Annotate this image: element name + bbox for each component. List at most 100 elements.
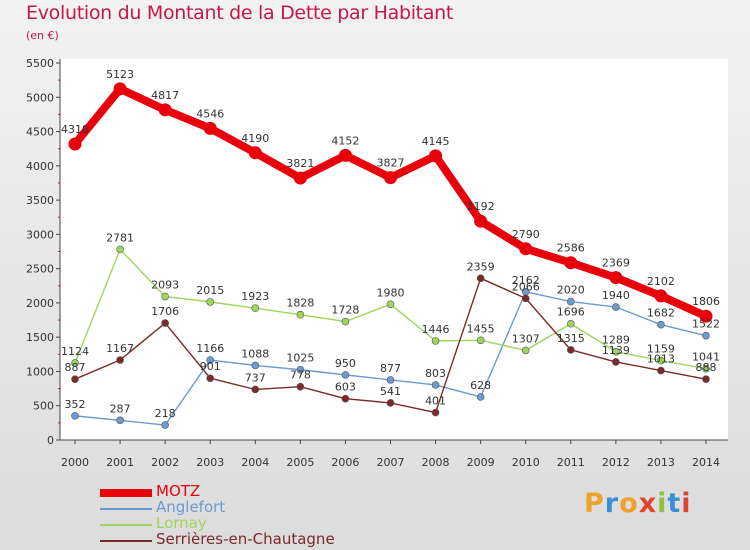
data-label-serri-res-en-chautagne: 1013	[647, 353, 675, 366]
data-point-motz	[113, 82, 127, 96]
data-label-serri-res-en-chautagne: 901	[200, 360, 221, 373]
data-point-anglefort	[657, 320, 665, 329]
data-point-lornay	[521, 346, 530, 355]
data-point-serri-res-en-chautagne	[206, 374, 215, 383]
data-label-lornay: 2781	[106, 231, 134, 244]
data-label-anglefort: 287	[110, 402, 131, 415]
data-point-lornay	[566, 319, 575, 328]
legend-swatch	[100, 489, 152, 497]
legend-swatch	[100, 508, 152, 510]
proxiti-logo: Proxiti	[584, 488, 692, 519]
data-point-serri-res-en-chautagne	[296, 382, 305, 391]
data-label-anglefort: 803	[425, 367, 446, 380]
x-tick-label: 2013	[647, 456, 675, 469]
data-label-motz: 4152	[331, 134, 359, 147]
data-label-anglefort: 1166	[196, 342, 224, 355]
x-tick-label: 2003	[196, 456, 224, 469]
data-point-lornay	[476, 336, 485, 345]
data-point-anglefort	[702, 331, 710, 340]
data-point-lornay	[161, 292, 169, 301]
data-label-serri-res-en-chautagne: 1139	[602, 344, 630, 357]
data-point-serri-res-en-chautagne	[566, 346, 575, 354]
x-tick-label: 2005	[286, 456, 314, 469]
data-label-serri-res-en-chautagne: 1167	[106, 342, 134, 355]
data-point-anglefort	[386, 376, 395, 384]
data-label-motz: 3192	[467, 200, 495, 213]
data-point-motz	[203, 121, 217, 135]
data-label-serri-res-en-chautagne: 737	[245, 371, 266, 384]
legend-swatch	[100, 540, 152, 542]
data-label-motz: 2369	[602, 257, 630, 270]
data-label-motz: 3821	[286, 157, 314, 170]
data-point-anglefort	[341, 371, 350, 379]
data-point-anglefort	[251, 361, 260, 370]
data-point-motz	[158, 103, 172, 117]
x-tick-label: 2008	[422, 456, 450, 469]
data-label-motz: 5123	[106, 68, 134, 81]
data-point-lornay	[431, 337, 440, 345]
chart-title: Evolution du Montant de la Dette par Hab…	[26, 2, 454, 24]
data-point-motz	[248, 146, 262, 160]
legend-label: Lornay	[156, 514, 207, 532]
data-label-motz: 3827	[377, 157, 405, 170]
data-label-serri-res-en-chautagne: 603	[335, 381, 356, 394]
data-point-anglefort	[431, 381, 440, 389]
x-tick-label: 2000	[61, 456, 89, 469]
x-tick-label: 2007	[377, 456, 405, 469]
y-tick-label: 3000	[26, 228, 54, 241]
data-label-lornay: 1041	[692, 351, 720, 364]
data-point-anglefort	[206, 356, 215, 364]
legend: MOTZ Anglefort Lornay Serrières-en-Chautagn…	[100, 483, 420, 549]
data-label-anglefort: 1025	[286, 352, 314, 365]
data-label-motz: 4145	[422, 135, 450, 148]
x-tick-label: 2011	[557, 456, 585, 469]
data-point-anglefort	[296, 365, 305, 374]
data-point-serri-res-en-chautagne	[71, 375, 79, 384]
data-label-motz: 2102	[647, 275, 675, 288]
data-point-serri-res-en-chautagne	[476, 274, 485, 283]
data-point-serri-res-en-chautagne	[161, 319, 169, 327]
data-label-lornay: 1923	[241, 290, 269, 303]
data-label-anglefort: 1088	[241, 347, 269, 360]
legend-item: MOTZ	[100, 483, 420, 501]
data-label-anglefort: 218	[155, 407, 176, 420]
data-point-serri-res-en-chautagne	[612, 358, 620, 366]
data-point-lornay	[251, 304, 260, 312]
data-label-serri-res-en-chautagne: 887	[65, 361, 86, 374]
y-tick-label: 4500	[26, 126, 54, 139]
data-point-serri-res-en-chautagne	[702, 375, 710, 383]
legend-item: Lornay	[100, 514, 420, 533]
data-point-serri-res-en-chautagne	[521, 294, 530, 303]
x-tick-label: 2014	[692, 456, 720, 469]
data-label-anglefort: 2020	[557, 284, 585, 297]
data-label-lornay: 1446	[422, 323, 450, 336]
logo-letter: i	[657, 488, 668, 519]
data-point-lornay	[206, 298, 215, 306]
data-label-motz: 2586	[557, 242, 585, 255]
y-tick-label: 2000	[26, 297, 54, 310]
data-point-motz	[564, 256, 578, 270]
data-label-lornay: 1728	[331, 304, 359, 317]
legend-swatch	[100, 524, 152, 526]
data-point-motz	[699, 309, 713, 323]
data-point-motz	[429, 149, 443, 163]
data-label-serri-res-en-chautagne: 2066	[512, 280, 540, 293]
data-point-motz	[338, 148, 352, 162]
data-point-motz	[474, 214, 488, 228]
data-point-anglefort	[566, 297, 575, 306]
logo-letter: x	[638, 488, 658, 519]
data-point-serri-res-en-chautagne	[657, 366, 665, 375]
data-point-anglefort	[161, 421, 169, 429]
data-label-lornay: 1307	[512, 332, 540, 345]
data-point-motz	[68, 137, 82, 151]
data-label-anglefort: 1522	[692, 318, 720, 331]
logo-letter: o	[619, 488, 639, 519]
y-tick-label: 2500	[26, 263, 54, 276]
logo-letter: t	[667, 488, 682, 519]
logo-letter: i	[681, 488, 692, 519]
x-tick-label: 2010	[512, 456, 540, 469]
data-label-lornay: 1980	[377, 286, 405, 299]
x-tick-label: 2004	[241, 456, 269, 469]
data-point-lornay	[657, 356, 665, 365]
data-label-serri-res-en-chautagne: 1706	[151, 305, 179, 318]
